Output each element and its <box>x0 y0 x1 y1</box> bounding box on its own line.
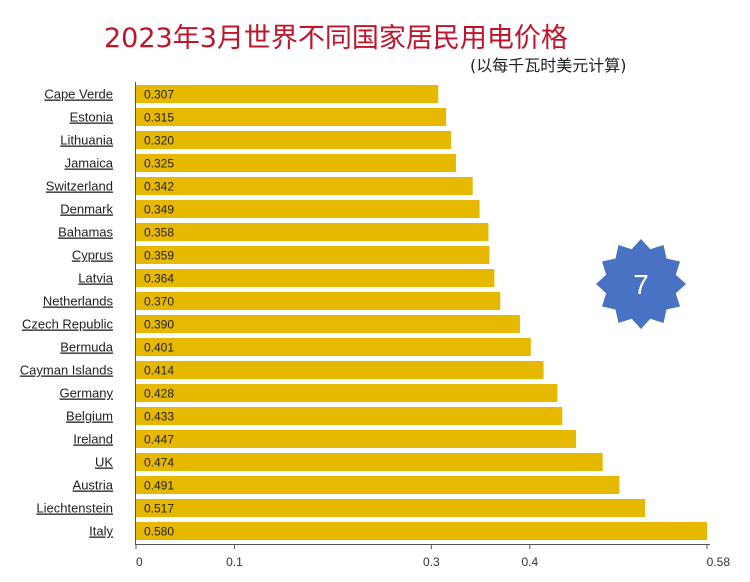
category-label: Bahamas <box>58 225 113 240</box>
category-label: Estonia <box>70 110 114 125</box>
bar <box>136 85 439 103</box>
bar <box>136 108 447 126</box>
data-label: 0.414 <box>144 364 174 378</box>
category-label: Netherlands <box>43 294 114 309</box>
data-label: 0.390 <box>144 318 174 332</box>
category-label: Ireland <box>73 432 113 447</box>
category-label: Austria <box>73 478 114 493</box>
data-label: 0.307 <box>144 88 174 102</box>
bar <box>136 453 603 471</box>
x-tick-label: 0.3 <box>423 555 440 569</box>
category-label: Lithuania <box>60 133 114 148</box>
data-label: 0.315 <box>144 111 174 125</box>
data-label: 0.359 <box>144 249 174 263</box>
category-label: Liechtenstein <box>36 501 113 516</box>
star-badge-icon <box>596 239 686 329</box>
bar <box>136 476 620 494</box>
x-tick-label: 0.4 <box>521 555 538 569</box>
data-label: 0.325 <box>144 157 174 171</box>
category-label: UK <box>95 455 113 470</box>
bar <box>136 154 456 172</box>
badge-number: 7 <box>633 269 649 300</box>
bar <box>136 200 480 218</box>
data-label: 0.370 <box>144 295 174 309</box>
bar <box>136 499 645 517</box>
bar <box>136 246 490 264</box>
category-label: Denmark <box>60 202 113 217</box>
bar <box>136 292 501 310</box>
bar <box>136 269 495 287</box>
data-label: 0.428 <box>144 387 174 401</box>
category-label: Czech Republic <box>22 317 114 332</box>
bar <box>136 407 563 425</box>
bar <box>136 338 531 356</box>
data-label: 0.349 <box>144 203 174 217</box>
data-label: 0.474 <box>144 456 174 470</box>
category-label: Cayman Islands <box>20 363 114 378</box>
data-label: 0.491 <box>144 479 174 493</box>
data-label: 0.447 <box>144 433 174 447</box>
chart-title: 2023年3月世界不同国家居民用电价格 <box>104 23 568 54</box>
bar <box>136 315 520 333</box>
category-label: Italy <box>89 524 113 539</box>
data-label: 0.433 <box>144 410 174 424</box>
category-label: Germany <box>60 386 114 401</box>
bar <box>136 177 473 195</box>
data-label: 0.320 <box>144 134 174 148</box>
data-label: 0.358 <box>144 226 174 240</box>
chart-subtitle: (以每千瓦时美元计算) <box>470 56 627 75</box>
category-label: Belgium <box>66 409 113 424</box>
bar <box>136 131 452 149</box>
data-label: 0.401 <box>144 341 174 355</box>
category-label: Latvia <box>78 271 113 286</box>
category-label: Switzerland <box>46 179 113 194</box>
category-label: Cyprus <box>72 248 114 263</box>
data-label: 0.517 <box>144 502 174 516</box>
data-label: 0.364 <box>144 272 174 286</box>
x-tick-label: 0.1 <box>226 555 243 569</box>
data-label: 0.580 <box>144 525 174 539</box>
category-label: Bermuda <box>60 340 114 355</box>
bar <box>136 522 707 540</box>
bar <box>136 361 544 379</box>
bar <box>136 430 577 448</box>
x-tick-label: 0 <box>136 555 143 569</box>
x-tick-label: 0.58 <box>707 555 731 569</box>
data-label: 0.342 <box>144 180 174 194</box>
category-label: Cape Verde <box>44 87 113 102</box>
bar <box>136 384 558 402</box>
category-label: Jamaica <box>65 156 114 171</box>
bar <box>136 223 489 241</box>
